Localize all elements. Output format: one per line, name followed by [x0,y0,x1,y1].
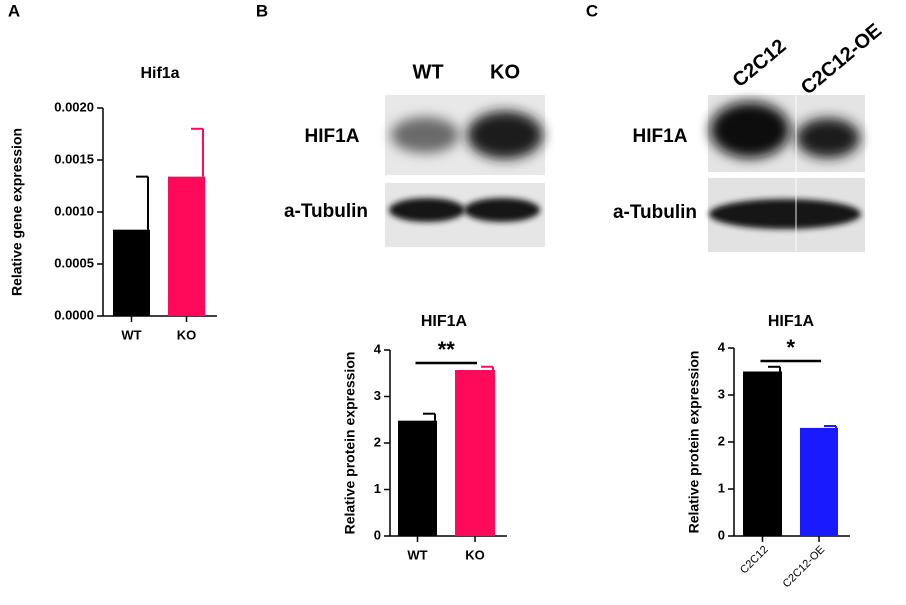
blot-b [385,95,545,247]
x-tick-label: KO [177,327,197,342]
y-tick-label: 2 [718,433,725,448]
y-tick-label: 0.0005 [54,255,94,270]
y-tick-label: 0 [718,527,725,542]
bar [398,420,437,536]
x-tick-label: C2C12-OE [781,544,828,591]
y-tick-label: 0.0020 [54,99,94,114]
y-axis-label: Relative gene expression [9,128,25,296]
x-tick-label: WT [407,547,427,562]
bar [455,369,495,536]
y-tick-label: 1 [374,481,381,496]
panel-label: C [586,1,598,20]
bar [168,176,205,316]
lane-label: WT [412,61,443,83]
y-tick-label: 0.0010 [54,203,94,218]
row-label: HIF1A [633,126,688,147]
row-label: HIF1A [305,126,360,147]
x-tick-label: WT [121,327,141,342]
significance-label: ** [438,337,456,362]
row-label: a-Tubulin [284,201,368,222]
panel-label: A [8,1,20,20]
bar [743,371,782,536]
bar [800,427,838,536]
lane-label: KO [490,61,520,83]
x-tick-label: KO [465,547,485,562]
chart-title: Hif1a [140,65,179,82]
row-label: a-Tubulin [613,202,697,223]
y-tick-label: 0.0015 [54,151,94,166]
y-tick-label: 3 [718,386,725,401]
chart-title: HIF1A [768,313,815,330]
y-axis-label: Relative protein expression [686,351,702,534]
y-tick-label: 0.0000 [54,307,94,322]
blot-c [708,95,865,252]
y-tick-label: 4 [718,339,726,354]
significance-label: * [786,335,795,360]
y-tick-label: 2 [374,434,381,449]
y-tick-label: 0 [374,527,381,542]
panel-label: B [256,1,268,20]
y-tick-label: 4 [374,341,382,356]
x-tick-label: C2C12 [738,544,771,577]
bar [113,229,150,316]
y-tick-label: 3 [374,388,381,403]
lane-label: C2C12 [729,35,791,92]
y-tick-label: 1 [718,480,725,495]
lane-label: C2C12-OE [797,20,886,100]
y-axis-label: Relative protein expression [342,352,358,535]
chart-title: HIF1A [421,313,468,330]
